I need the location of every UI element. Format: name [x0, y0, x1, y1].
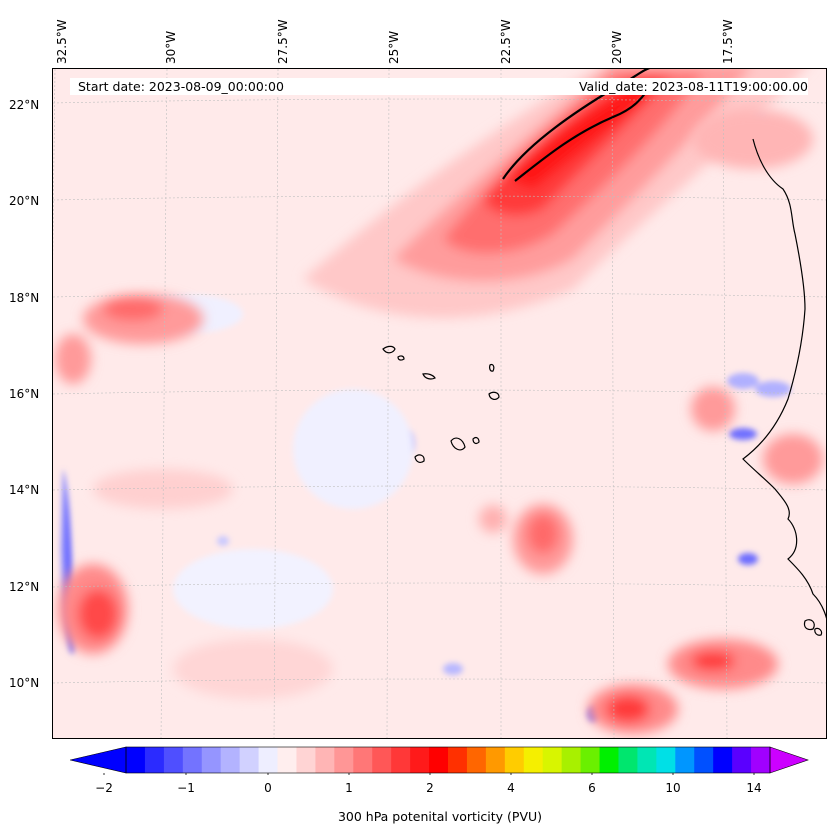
colorbar-segment — [561, 747, 582, 773]
colorbar-segment — [466, 747, 487, 773]
colorbar-segment — [732, 747, 752, 773]
positive-pv-plume — [303, 69, 805, 318]
colorbar-segment — [126, 747, 146, 773]
pv-2-contour — [502, 69, 651, 180]
colorbar-segment — [220, 747, 241, 773]
colorbar-segment — [656, 747, 676, 773]
colorbar-extend-low — [70, 746, 127, 774]
colorbar-border — [125, 746, 771, 774]
colorbar-segment — [448, 747, 468, 773]
graticule — [53, 69, 826, 738]
colorbar-segment — [353, 747, 373, 773]
colorbar-segment — [523, 747, 544, 773]
lon-label: 20°W — [610, 30, 624, 64]
colorbar-segment — [182, 747, 203, 773]
lat-label: 12°N — [9, 580, 40, 594]
colorbar — [70, 746, 809, 775]
colorbar-segment — [751, 747, 771, 773]
lon-label: 30°W — [164, 30, 178, 64]
lat-label: 16°N — [9, 387, 40, 401]
colorbar-segment — [599, 747, 619, 773]
colorbar-tick-label: 10 — [665, 781, 681, 795]
colorbar-segment — [429, 747, 449, 773]
colorbar-segment — [675, 747, 695, 773]
colorbar-segment — [277, 747, 297, 773]
lon-label: 17.5°W — [721, 19, 735, 64]
lat-label: 10°N — [9, 676, 40, 690]
lon-label: 22.5°W — [499, 19, 513, 64]
colorbar-segment — [504, 747, 525, 773]
colorbar-extend-high — [769, 746, 809, 774]
colorbar-tick-label: −1 — [177, 781, 195, 795]
start-date-label: Start date: 2023-08-09_00:00:00 — [70, 78, 548, 95]
colorbar-segment — [258, 747, 279, 773]
map-panel[interactable] — [52, 68, 827, 739]
pv-2-contour — [514, 80, 654, 182]
colorbar-segment — [391, 747, 411, 773]
colorbar-segment — [315, 747, 335, 773]
positive-pv-patches — [55, 109, 823, 734]
lat-label: 20°N — [9, 194, 40, 208]
colorbar-segment — [618, 747, 638, 773]
colorbar-segment — [201, 747, 222, 773]
colorbar-segment — [542, 747, 563, 773]
colorbar-segment — [637, 747, 657, 773]
colorbar-segment — [296, 747, 316, 773]
colorbar-segment — [239, 747, 260, 773]
lat-label: 18°N — [9, 291, 40, 305]
pv-field-map — [53, 69, 826, 738]
colorbar-tick-label: −2 — [95, 781, 113, 795]
colorbar-segment — [144, 747, 165, 773]
colorbar-tick-label: 6 — [588, 781, 596, 795]
colorbar-segment — [163, 747, 184, 773]
colorbar-tick-label: 0 — [264, 781, 272, 795]
lon-label: 27.5°W — [276, 19, 290, 64]
valid-date-label: Valid_date: 2023-08-11T19:00:00.00 — [538, 78, 808, 95]
lat-label: 14°N — [9, 483, 40, 497]
colorbar-segment — [485, 747, 506, 773]
colorbar-tick-label: 2 — [426, 781, 434, 795]
colorbar-segment — [713, 747, 733, 773]
colorbar-segment — [694, 747, 714, 773]
colorbar-segment — [372, 747, 392, 773]
lat-label: 22°N — [9, 98, 40, 112]
colorbar-segment — [410, 747, 430, 773]
coastline — [382, 138, 826, 636]
lon-label: 25°W — [387, 30, 401, 64]
colorbar-tick-label: 14 — [746, 781, 762, 795]
lon-label: 32.5°W — [55, 19, 69, 64]
colorbar-segment — [334, 747, 354, 773]
colorbar-label: 300 hPa potenital vorticity (PVU) — [337, 809, 543, 824]
colorbar-tick-label: 4 — [507, 781, 515, 795]
colorbar-tick-label: 1 — [345, 781, 353, 795]
colorbar-segment — [580, 747, 601, 773]
